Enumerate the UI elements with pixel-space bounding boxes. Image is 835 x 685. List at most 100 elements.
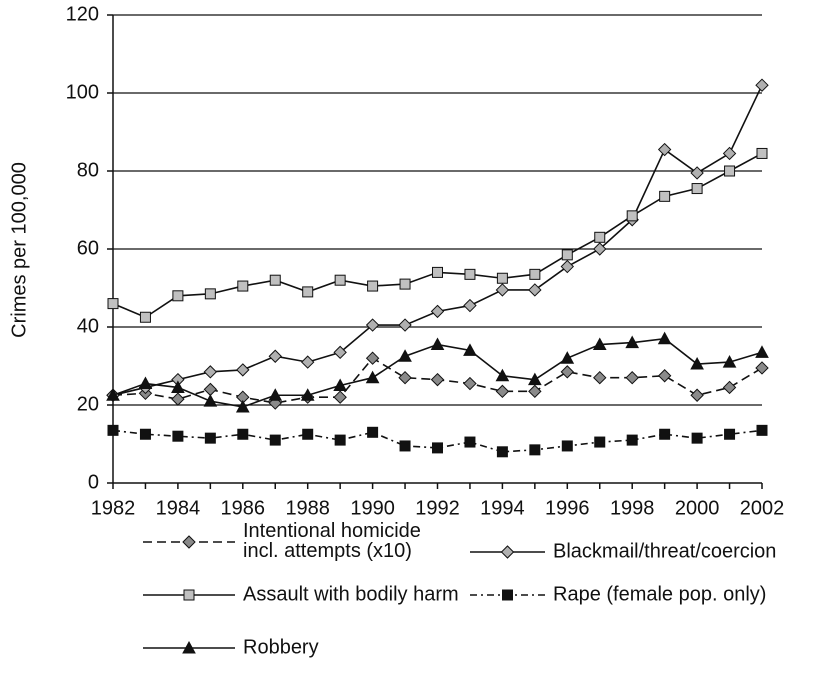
- marker: [139, 311, 151, 323]
- marker: [463, 343, 477, 356]
- marker: [171, 392, 185, 406]
- marker: [138, 376, 153, 390]
- marker: [722, 380, 737, 395]
- marker: [592, 337, 607, 351]
- marker: [691, 183, 703, 195]
- marker: [172, 290, 184, 302]
- x-tick-label: 2000: [675, 497, 720, 519]
- marker: [107, 424, 119, 436]
- marker: [495, 283, 510, 297]
- marker: [495, 368, 510, 382]
- marker: [398, 318, 412, 332]
- marker: [268, 388, 283, 401]
- marker: [171, 380, 185, 393]
- legend-label: Blackmail/threat/coercion: [553, 540, 776, 562]
- marker: [269, 434, 281, 446]
- marker: [594, 231, 606, 243]
- x-tick-label: 1988: [285, 497, 330, 519]
- y-tick-label: 120: [66, 3, 99, 25]
- marker: [365, 370, 380, 384]
- marker: [269, 274, 281, 286]
- x-tick-label: 2002: [740, 497, 785, 519]
- marker: [430, 337, 445, 351]
- marker: [463, 298, 477, 313]
- marker: [755, 78, 769, 92]
- marker: [107, 298, 119, 310]
- marker: [528, 283, 542, 297]
- marker: [268, 349, 282, 363]
- x-tick-label: 1982: [91, 497, 136, 519]
- marker: [691, 432, 703, 444]
- marker: [464, 436, 476, 448]
- marker: [722, 355, 737, 368]
- marker: [334, 274, 346, 286]
- marker: [561, 249, 573, 261]
- x-tick-label: 1986: [221, 497, 266, 519]
- marker: [495, 384, 510, 399]
- marker: [367, 280, 379, 292]
- y-tick-label: 0: [88, 471, 99, 493]
- marker: [657, 369, 672, 383]
- marker: [529, 444, 541, 456]
- y-tick-label: 80: [77, 159, 99, 181]
- marker: [502, 589, 513, 601]
- marker: [755, 345, 769, 358]
- marker: [235, 399, 250, 413]
- marker: [464, 268, 476, 280]
- x-tick-label: 1994: [480, 497, 525, 519]
- marker: [463, 376, 477, 391]
- marker: [204, 288, 216, 300]
- marker: [657, 142, 672, 157]
- marker: [496, 272, 508, 284]
- marker: [594, 436, 606, 448]
- marker: [399, 440, 411, 452]
- marker: [626, 210, 638, 222]
- marker: [690, 388, 704, 402]
- marker: [237, 428, 249, 440]
- marker: [333, 345, 347, 360]
- marker: [333, 378, 347, 391]
- marker: [106, 388, 120, 401]
- marker: [593, 242, 607, 256]
- marker: [432, 442, 443, 454]
- marker: [657, 331, 672, 345]
- marker: [300, 355, 315, 369]
- marker: [528, 372, 542, 386]
- marker: [496, 446, 508, 458]
- marker: [756, 147, 768, 159]
- marker: [593, 370, 607, 385]
- marker: [724, 165, 736, 177]
- marker: [756, 424, 768, 436]
- marker: [724, 428, 736, 440]
- marker: [625, 370, 639, 385]
- marker: [430, 372, 445, 387]
- marker: [203, 382, 218, 397]
- marker: [139, 428, 151, 440]
- marker: [399, 278, 411, 290]
- marker: [722, 146, 737, 161]
- marker: [334, 434, 346, 446]
- marker: [625, 335, 640, 349]
- marker: [560, 365, 575, 379]
- x-tick-label: 1996: [545, 497, 590, 519]
- marker: [367, 426, 379, 438]
- marker: [398, 349, 412, 362]
- marker: [398, 370, 412, 385]
- marker: [626, 434, 638, 446]
- y-axis-label: Crimes per 100,000: [8, 162, 30, 338]
- legend-label: Robbery: [243, 636, 319, 658]
- marker: [528, 384, 542, 399]
- marker: [560, 351, 575, 364]
- marker: [659, 190, 671, 202]
- marker: [300, 388, 315, 401]
- marker: [561, 440, 573, 452]
- marker: [690, 357, 704, 370]
- legend-label: Assault with bodily harm: [243, 583, 459, 605]
- legend-label: Rape (female pop. only): [553, 583, 766, 605]
- x-tick-label: 1998: [610, 497, 655, 519]
- marker: [236, 363, 250, 377]
- marker: [183, 589, 195, 601]
- marker: [755, 361, 769, 375]
- marker: [500, 545, 515, 559]
